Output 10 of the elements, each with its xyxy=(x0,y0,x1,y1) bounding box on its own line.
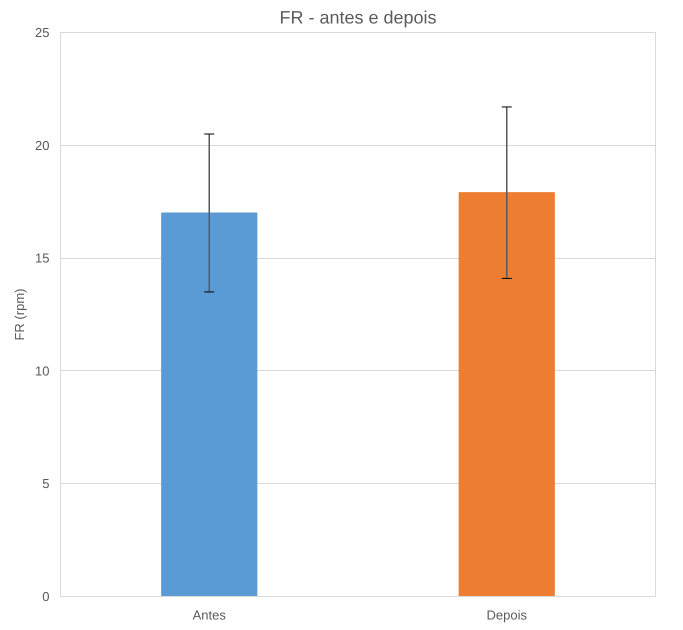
x-tick-label: Depois xyxy=(486,608,528,622)
y-tick-label: 20 xyxy=(35,138,50,153)
chart-title: FR - antes e depois xyxy=(279,8,437,28)
y-tick-label: 5 xyxy=(42,476,50,492)
y-tick-label: 25 xyxy=(35,25,50,40)
y-tick-label: 0 xyxy=(42,589,50,604)
y-tick-label: 15 xyxy=(35,250,50,266)
y-tick-label: 10 xyxy=(35,363,50,378)
y-axis-title: FR (rpm) xyxy=(12,288,28,340)
x-tick-label: Antes xyxy=(192,608,226,622)
